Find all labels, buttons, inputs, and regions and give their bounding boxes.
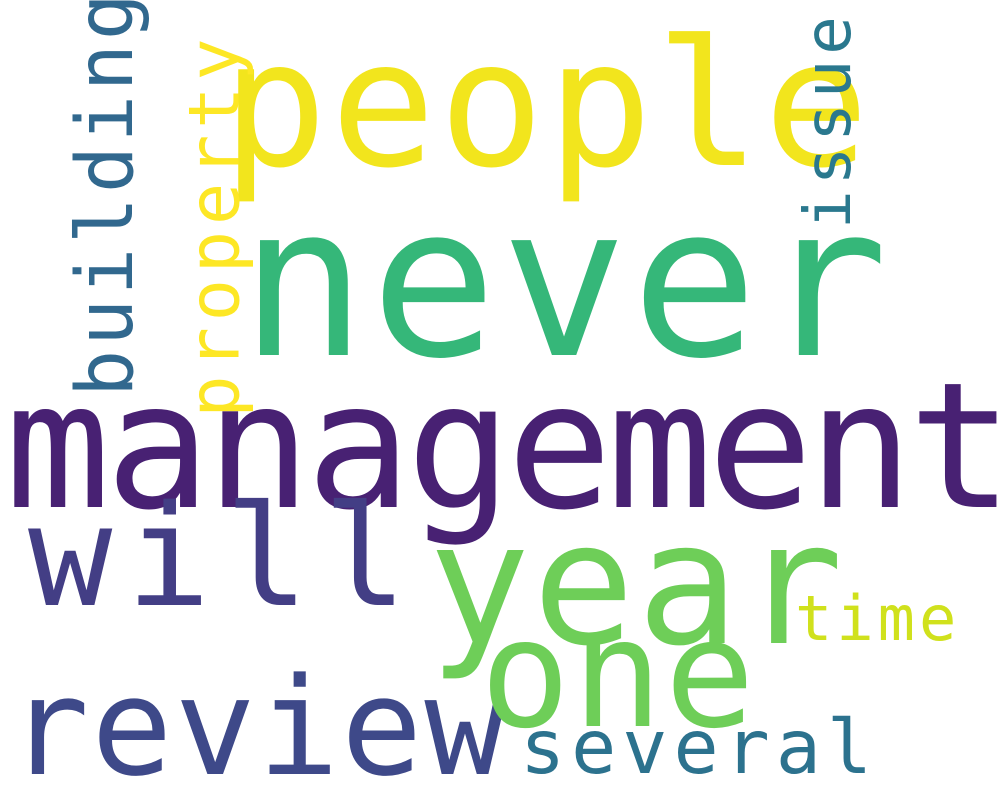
word-people: people [222,4,873,207]
word-issue: issue [791,11,866,229]
word-management: management [5,346,1000,549]
word-building: building [60,0,151,397]
word-property: property [173,32,256,418]
word-never: never [240,160,893,405]
word-time: time [795,582,961,655]
word-review: review [8,649,508,800]
word-several: several [520,703,879,791]
word-will: will [28,476,422,639]
word-year: year [428,486,846,684]
word-one: one [480,588,757,762]
